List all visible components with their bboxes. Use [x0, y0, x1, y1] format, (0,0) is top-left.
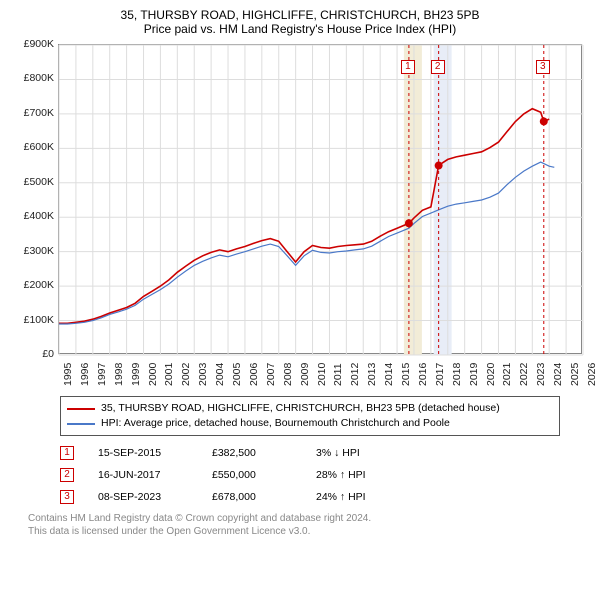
x-tick-label: 2013 — [366, 363, 370, 386]
transaction-diff: 3% ↓ HPI — [316, 442, 396, 464]
y-tick-label: £100K — [12, 314, 54, 326]
x-tick-label: 2014 — [383, 363, 387, 386]
y-tick-label: £500K — [12, 176, 54, 188]
transaction-price: £382,500 — [212, 442, 292, 464]
series-property — [59, 109, 549, 324]
x-tick-label: 2001 — [163, 363, 167, 386]
x-tick-label: 2002 — [180, 363, 184, 386]
x-tick-label: 2012 — [349, 363, 353, 386]
transaction-marker: 2 — [60, 468, 74, 482]
transaction-marker: 1 — [60, 446, 74, 460]
x-tick-label: 2021 — [501, 363, 505, 386]
y-tick-label: £900K — [12, 38, 54, 50]
footnote-line-1: Contains HM Land Registry data © Crown c… — [28, 512, 580, 525]
x-tick-label: 2015 — [400, 363, 404, 386]
x-tick-label: 2006 — [248, 363, 252, 386]
legend-swatch — [67, 423, 95, 425]
series-hpi — [59, 162, 554, 324]
transaction-row: 3 08-SEP-2023 £678,000 24% ↑ HPI — [60, 486, 580, 508]
chart-area: £0 £100K £200K £300K £400K £500K £600K £700K £80… — [12, 40, 588, 390]
title-line-1: 35, THURSBY ROAD, HIGHCLIFFE, CHRISTCHUR… — [10, 8, 590, 22]
y-tick-label: £800K — [12, 72, 54, 84]
transaction-table: 1 15-SEP-2015 £382,500 3% ↓ HPI 2 16-JUN-2017… — [60, 442, 580, 508]
x-tick-label: 2025 — [569, 363, 573, 386]
x-tick-label: 1995 — [62, 363, 66, 386]
x-tick-label: 2016 — [417, 363, 421, 386]
x-tick-label: 2005 — [231, 363, 235, 386]
x-tick-label: 2000 — [147, 363, 151, 386]
legend-row: 35, THURSBY ROAD, HIGHCLIFFE, CHRISTCHUR… — [67, 401, 553, 416]
transaction-date: 16-JUN-2017 — [98, 464, 188, 486]
x-tick-label: 2004 — [214, 363, 218, 386]
legend-label: HPI: Average price, detached house, Bour… — [101, 416, 450, 431]
footnote-line-2: This data is licensed under the Open Gov… — [28, 525, 580, 538]
x-tick-label: 1999 — [130, 363, 134, 386]
x-tick-label: 2024 — [552, 363, 556, 386]
marker-box-2: 2 — [431, 60, 445, 74]
y-tick-label: £300K — [12, 245, 54, 257]
legend: 35, THURSBY ROAD, HIGHCLIFFE, CHRISTCHUR… — [60, 396, 560, 436]
transaction-diff: 28% ↑ HPI — [316, 464, 396, 486]
transaction-diff: 24% ↑ HPI — [316, 486, 396, 508]
legend-swatch — [67, 408, 95, 410]
y-tick-label: £700K — [12, 107, 54, 119]
x-tick-label: 2009 — [299, 363, 303, 386]
x-tick-label: 2023 — [535, 363, 539, 386]
footnote: Contains HM Land Registry data © Crown c… — [28, 512, 580, 538]
x-tick-label: 2003 — [197, 363, 201, 386]
x-tick-label: 2017 — [434, 363, 438, 386]
transaction-price: £550,000 — [212, 464, 292, 486]
x-tick-label: 1998 — [113, 363, 117, 386]
marker-box-3: 3 — [536, 60, 550, 74]
x-tick-label: 2007 — [265, 363, 269, 386]
y-tick-label: £0 — [12, 348, 54, 360]
x-tick-label: 1997 — [96, 363, 100, 386]
transaction-marker: 3 — [60, 490, 74, 504]
x-tick-label: 2020 — [485, 363, 489, 386]
transaction-date: 15-SEP-2015 — [98, 442, 188, 464]
x-tick-label: 2026 — [586, 363, 590, 386]
chart-title: 35, THURSBY ROAD, HIGHCLIFFE, CHRISTCHUR… — [10, 8, 590, 36]
x-tick-label: 2011 — [332, 363, 336, 386]
x-tick-label: 2018 — [451, 363, 455, 386]
transaction-date: 08-SEP-2023 — [98, 486, 188, 508]
x-tick-label: 2019 — [468, 363, 472, 386]
x-tick-label: 2008 — [282, 363, 286, 386]
y-tick-label: £400K — [12, 210, 54, 222]
plot-region — [58, 44, 582, 354]
legend-row: HPI: Average price, detached house, Bour… — [67, 416, 553, 431]
x-tick-label: 2010 — [316, 363, 320, 386]
transaction-price: £678,000 — [212, 486, 292, 508]
x-tick-label: 1996 — [79, 363, 83, 386]
marker-box-1: 1 — [401, 60, 415, 74]
legend-label: 35, THURSBY ROAD, HIGHCLIFFE, CHRISTCHUR… — [101, 401, 500, 416]
x-tick-label: 2022 — [518, 363, 522, 386]
title-line-2: Price paid vs. HM Land Registry's House … — [10, 22, 590, 36]
y-tick-label: £600K — [12, 141, 54, 153]
transaction-row: 2 16-JUN-2017 £550,000 28% ↑ HPI — [60, 464, 580, 486]
transaction-row: 1 15-SEP-2015 £382,500 3% ↓ HPI — [60, 442, 580, 464]
y-tick-label: £200K — [12, 279, 54, 291]
